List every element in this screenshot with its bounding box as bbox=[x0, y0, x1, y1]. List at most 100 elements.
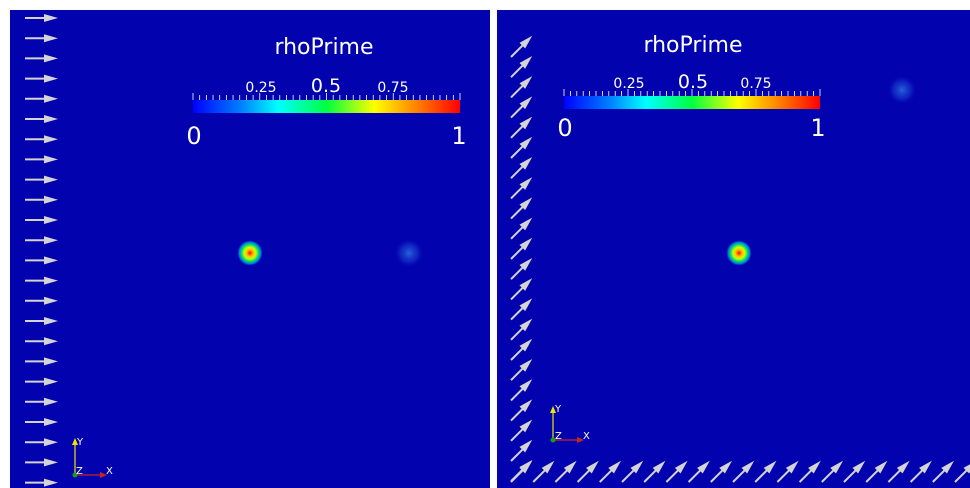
arrow-icon bbox=[776, 460, 799, 483]
arrow-icon bbox=[510, 338, 533, 361]
arrow-icon bbox=[710, 460, 733, 483]
density-peak bbox=[726, 240, 752, 266]
colorbar-max-label: 1 bbox=[451, 122, 466, 150]
arrow-icon bbox=[25, 317, 58, 325]
orientation-axes: Y Z X bbox=[550, 404, 590, 443]
arrow-icon bbox=[25, 74, 58, 83]
arrow-icon bbox=[25, 195, 58, 204]
density-peak bbox=[237, 240, 263, 266]
arrow-icon bbox=[25, 54, 58, 63]
colorbar-tick-label: 0.75 bbox=[740, 76, 771, 92]
axis-z-label: Z bbox=[555, 431, 562, 442]
arrow-icon bbox=[510, 55, 533, 78]
arrow-icon bbox=[25, 397, 58, 406]
axis-y-arrowhead-icon bbox=[72, 438, 78, 445]
arrow-icon bbox=[25, 377, 58, 386]
axis-z-dot-icon bbox=[550, 437, 556, 443]
colorbar-tick-label: 0.75 bbox=[377, 80, 408, 96]
arrow-icon bbox=[510, 217, 533, 240]
arrow-icon bbox=[510, 439, 533, 462]
render-view-left[interactable]: rhoPrime 0.25 0.5 0.75 0 1 Y Z X bbox=[10, 10, 490, 488]
arrow-icon bbox=[510, 298, 533, 321]
vector-glyphs bbox=[25, 14, 58, 487]
arrow-icon bbox=[510, 358, 533, 381]
arrow-icon bbox=[510, 318, 533, 341]
arrow-icon bbox=[510, 278, 533, 301]
arrow-icon bbox=[510, 136, 533, 159]
arrow-icon bbox=[510, 197, 533, 220]
arrow-icon bbox=[510, 76, 533, 99]
arrow-icon bbox=[25, 115, 58, 123]
field-title: rhoPrime bbox=[643, 33, 742, 58]
arrow-icon bbox=[510, 257, 533, 280]
arrow-icon bbox=[510, 419, 533, 442]
orientation-axes: Y Z X bbox=[72, 437, 113, 478]
arrow-icon bbox=[25, 256, 58, 265]
colorbar-min-label: 0 bbox=[186, 122, 201, 150]
arrow-icon bbox=[510, 399, 533, 422]
colorbar-max-label: 1 bbox=[810, 114, 825, 142]
axis-y-label: Y bbox=[554, 404, 562, 415]
arrow-icon bbox=[510, 237, 533, 260]
colorbar-tick-marks bbox=[563, 89, 821, 96]
arrow-icon bbox=[25, 357, 58, 366]
axis-x-label: X bbox=[583, 431, 590, 442]
arrow-icon bbox=[554, 460, 577, 483]
arrow-icon bbox=[25, 34, 58, 43]
colorbar-min-label: 0 bbox=[557, 114, 572, 142]
arrow-icon bbox=[25, 175, 58, 184]
axis-x-arrowhead-icon bbox=[577, 437, 584, 443]
arrow-icon bbox=[25, 438, 58, 447]
arrow-icon bbox=[510, 460, 533, 483]
arrow-icon bbox=[576, 460, 599, 483]
axis-y-label: Y bbox=[76, 437, 84, 448]
colorbar-tick-label: 0.25 bbox=[245, 80, 276, 96]
axis-y-arrowhead-icon bbox=[550, 406, 556, 413]
arrow-icon bbox=[25, 135, 58, 144]
arrow-icon bbox=[25, 337, 58, 346]
axis-x-arrowhead-icon bbox=[100, 472, 107, 478]
arrow-icon bbox=[821, 460, 844, 483]
arrow-icon bbox=[665, 460, 688, 483]
arrow-icon bbox=[25, 236, 58, 245]
colorbar-tick-label: 0.5 bbox=[311, 75, 341, 97]
arrow-icon bbox=[25, 418, 58, 426]
colorbar-gradient bbox=[193, 100, 460, 113]
render-view-right[interactable]: rhoPrime 0.25 0.5 0.75 0 1 Y Z X bbox=[497, 10, 970, 488]
axis-z-dot-icon bbox=[72, 472, 78, 478]
arrow-icon bbox=[599, 460, 622, 483]
arrow-icon bbox=[510, 177, 533, 200]
arrow-icon bbox=[687, 460, 710, 483]
colorbar-tick-label: 0.25 bbox=[613, 76, 644, 92]
arrow-icon bbox=[532, 460, 555, 483]
field-title: rhoPrime bbox=[274, 35, 373, 60]
density-faint-spot bbox=[887, 75, 917, 105]
arrow-icon bbox=[510, 156, 533, 179]
arrow-icon bbox=[510, 96, 533, 119]
arrow-icon bbox=[25, 14, 58, 22]
arrow-icon bbox=[25, 296, 58, 305]
arrow-icon bbox=[865, 460, 888, 483]
colorbar-tick-label: 0.5 bbox=[678, 71, 708, 93]
arrow-icon bbox=[932, 460, 955, 483]
axis-z-label: Z bbox=[76, 466, 83, 477]
arrow-icon bbox=[25, 94, 58, 103]
arrow-icon bbox=[954, 460, 970, 483]
axis-x-label: X bbox=[106, 466, 113, 477]
arrow-icon bbox=[25, 276, 58, 285]
arrow-icon bbox=[510, 35, 533, 58]
arrow-icon bbox=[798, 460, 821, 483]
density-faint-spot bbox=[394, 238, 424, 268]
arrow-icon bbox=[25, 216, 58, 224]
colorbar: 0.25 0.5 0.75 0 1 bbox=[557, 71, 825, 142]
arrow-icon bbox=[843, 460, 866, 483]
arrow-icon bbox=[887, 460, 910, 483]
colorbar: 0.25 0.5 0.75 0 1 bbox=[186, 75, 466, 150]
arrow-icon bbox=[510, 379, 533, 402]
arrow-icon bbox=[25, 478, 58, 487]
colorbar-tick-marks bbox=[192, 93, 461, 100]
arrow-icon bbox=[25, 155, 58, 164]
colorbar-gradient bbox=[564, 96, 820, 109]
vector-glyphs bbox=[510, 35, 970, 483]
arrow-icon bbox=[643, 460, 666, 483]
